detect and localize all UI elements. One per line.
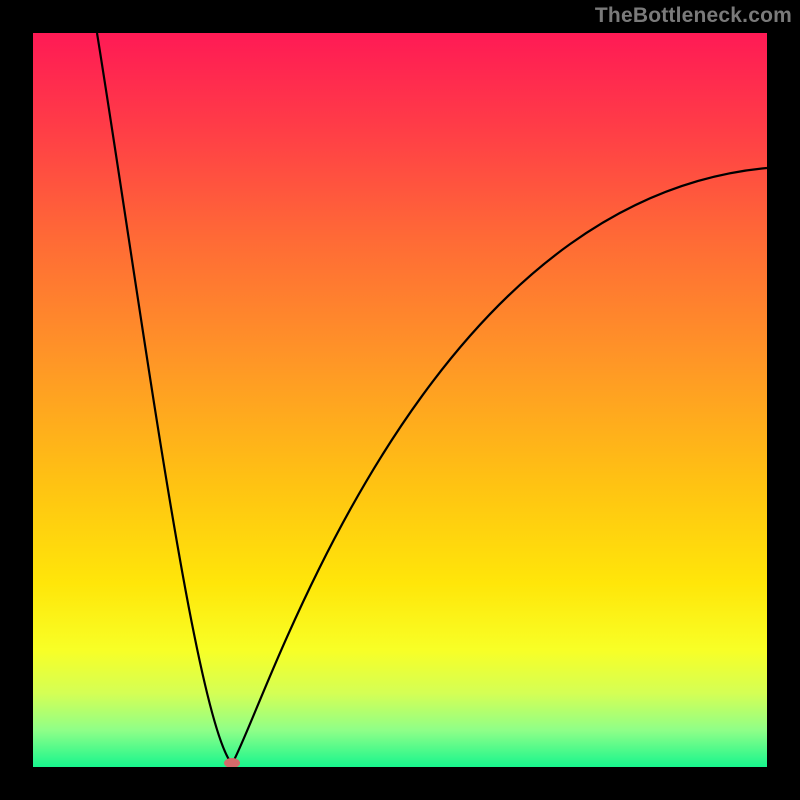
bottleneck-chart (0, 0, 800, 800)
plot-background (33, 33, 767, 767)
optimum-marker (224, 758, 240, 768)
watermark-text: TheBottleneck.com (595, 4, 792, 28)
